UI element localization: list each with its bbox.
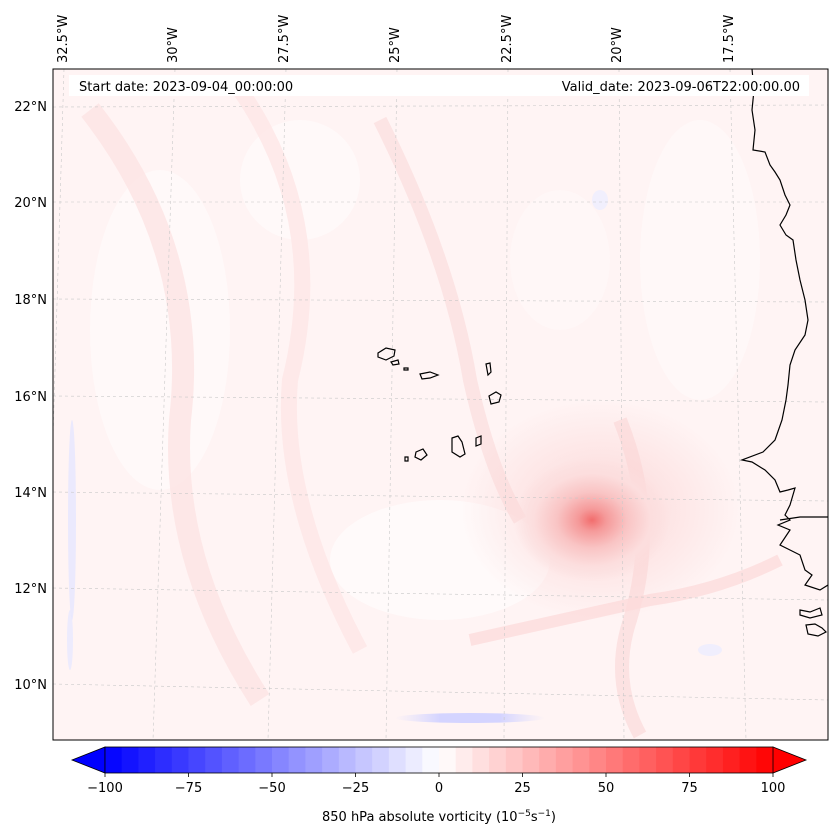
colorbar-label: 850 hPa absolute vorticity (10−5s−1) bbox=[322, 809, 556, 825]
colorbar-step bbox=[555, 747, 574, 773]
colorbar-step bbox=[706, 747, 724, 773]
colorbar-step bbox=[272, 747, 290, 773]
graticule bbox=[53, 69, 828, 740]
colorbar-step bbox=[138, 747, 156, 773]
colorbar-step bbox=[739, 747, 757, 773]
island-sal bbox=[485, 362, 492, 377]
colorbar-step bbox=[722, 747, 741, 773]
lon-label-20w: 20°W bbox=[610, 27, 625, 63]
colorbar-step bbox=[472, 747, 490, 773]
colorbar-tick-label: −75 bbox=[175, 781, 202, 796]
colorbar-step bbox=[338, 747, 356, 773]
island-santo-antao bbox=[377, 347, 396, 361]
colorbar-step bbox=[305, 747, 323, 773]
colorbar-step bbox=[672, 747, 690, 773]
lat-label-20n: 20°N bbox=[14, 196, 47, 211]
colorbar-step bbox=[372, 747, 390, 773]
island-brava bbox=[404, 456, 409, 462]
lon-label-17-5w: 17.5°W bbox=[722, 15, 737, 63]
colorbar-tick-label: −50 bbox=[258, 781, 285, 796]
colorbar-tick-label: 75 bbox=[681, 781, 698, 796]
colorbar-step bbox=[121, 747, 139, 773]
colorbar-step bbox=[455, 747, 473, 773]
colorbar-tick-label: −25 bbox=[342, 781, 369, 796]
vorticity-field bbox=[67, 85, 783, 739]
colorbar: −100 −75 −50 −25 0 25 50 75 100 850 hPa … bbox=[70, 746, 808, 825]
vortex-center bbox=[514, 458, 670, 582]
island-fogo bbox=[414, 448, 428, 461]
colorbar-step bbox=[322, 747, 340, 773]
colorbar-tick-label: −100 bbox=[87, 781, 123, 796]
colorbar-step bbox=[288, 747, 306, 773]
island-santiago bbox=[451, 435, 466, 458]
colorbar-steps bbox=[105, 747, 774, 773]
colorbar-step bbox=[355, 747, 373, 773]
colorbar-step bbox=[572, 747, 590, 773]
colorbar-step bbox=[639, 747, 657, 773]
colorbar-step bbox=[255, 747, 273, 773]
colorbar-max-extend bbox=[772, 746, 808, 774]
lon-label-32-5w: 32.5°W bbox=[56, 15, 71, 63]
colorbar-step bbox=[188, 747, 206, 773]
colorbar-step bbox=[522, 747, 540, 773]
lat-label-18n: 18°N bbox=[14, 293, 47, 308]
island-sao-nicolau bbox=[419, 371, 440, 380]
map-panel: Start date: 2023-09-04_00:00:00 Valid_da… bbox=[53, 69, 828, 740]
lat-label-10n: 10°N bbox=[14, 678, 47, 693]
longitude-axis: 32.5°W 30°W 27.5°W 25°W 22.5°W 20°W 17.5… bbox=[56, 15, 737, 63]
latitude-axis: 22°N 20°N 18°N 16°N 14°N 12°N 10°N bbox=[14, 100, 47, 693]
lat-label-14n: 14°N bbox=[14, 486, 47, 501]
colorbar-tick-label: 25 bbox=[514, 781, 531, 796]
colorbar-step bbox=[205, 747, 223, 773]
colorbar-step bbox=[171, 747, 189, 773]
valid-date-label: Valid_date: 2023-09-06T22:00:00.00 bbox=[562, 80, 800, 95]
colorbar-tick-label: 50 bbox=[598, 781, 615, 796]
colorbar-step bbox=[105, 747, 123, 773]
island-sao-vicente bbox=[390, 359, 400, 366]
colorbar-step bbox=[155, 747, 173, 773]
colorbar-step bbox=[756, 747, 774, 773]
map-frame bbox=[52, 68, 829, 741]
lon-label-22-5w: 22.5°W bbox=[500, 15, 515, 63]
colorbar-step bbox=[539, 747, 557, 773]
colorbar-step bbox=[422, 747, 440, 773]
colorbar-step bbox=[439, 747, 457, 773]
annotation-banner bbox=[69, 75, 809, 96]
lon-label-30w: 30°W bbox=[166, 27, 181, 63]
colorbar-step bbox=[489, 747, 507, 773]
colorbar-step bbox=[388, 747, 407, 773]
colorbar-step bbox=[505, 747, 523, 773]
colorbar-step bbox=[238, 747, 256, 773]
island-boa-vista bbox=[488, 391, 502, 405]
colorbar-tick-label: 0 bbox=[435, 781, 443, 796]
lat-label-22n: 22°N bbox=[14, 100, 47, 115]
start-date-label: Start date: 2023-09-04_00:00:00 bbox=[79, 80, 293, 95]
colorbar-tick-label: 100 bbox=[761, 781, 786, 796]
lat-label-12n: 12°N bbox=[14, 582, 47, 597]
colorbar-min-extend bbox=[70, 746, 106, 774]
lat-label-16n: 16°N bbox=[14, 390, 47, 405]
lon-label-27-5w: 27.5°W bbox=[277, 15, 292, 63]
lon-label-25w: 25°W bbox=[388, 27, 403, 63]
colorbar-step bbox=[589, 747, 607, 773]
colorbar-step bbox=[656, 747, 674, 773]
coastlines bbox=[377, 69, 828, 637]
colorbar-step bbox=[221, 747, 240, 773]
island-maio bbox=[475, 435, 482, 447]
colorbar-step bbox=[606, 747, 624, 773]
colorbar-step bbox=[622, 747, 640, 773]
colorbar-step bbox=[689, 747, 707, 773]
colorbar-step bbox=[405, 747, 423, 773]
africa-coastline bbox=[739, 69, 828, 591]
